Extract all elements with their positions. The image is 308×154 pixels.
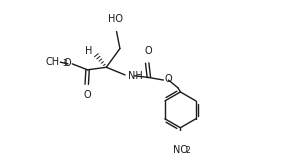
Text: O: O	[144, 46, 152, 56]
Text: NO: NO	[173, 145, 188, 154]
Text: H: H	[85, 46, 92, 56]
Text: 2: 2	[185, 146, 190, 154]
Text: CH: CH	[45, 57, 59, 67]
Text: NH: NH	[128, 71, 142, 81]
Text: O: O	[164, 74, 172, 84]
Text: HO: HO	[108, 14, 123, 24]
Text: O: O	[84, 90, 91, 100]
Text: O: O	[64, 58, 71, 68]
Text: 3: 3	[62, 59, 67, 68]
